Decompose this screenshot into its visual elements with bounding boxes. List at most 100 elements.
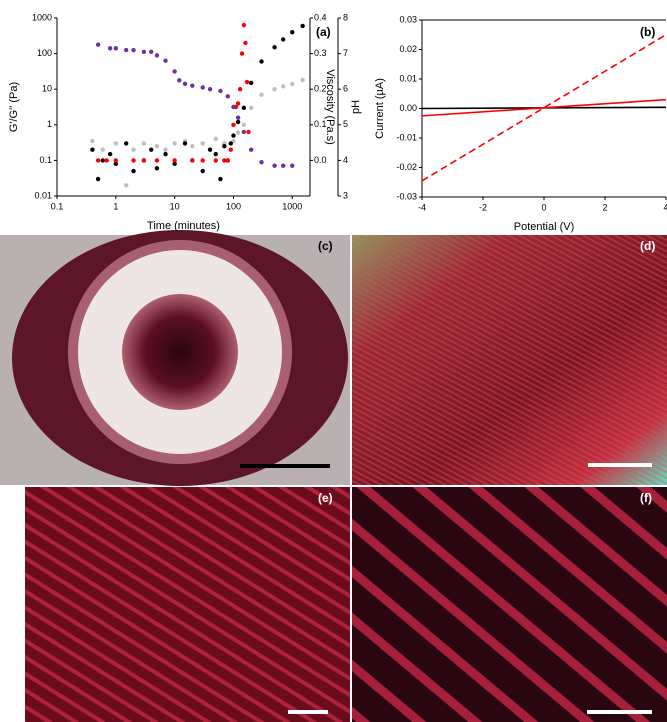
data-point bbox=[242, 23, 246, 27]
data-point bbox=[226, 158, 230, 162]
data-point bbox=[281, 164, 285, 168]
data-point bbox=[290, 30, 294, 34]
x-axis-title: Time (minutes) bbox=[147, 220, 220, 232]
data-point bbox=[208, 147, 212, 151]
y2-axis-title: Viscosity (Pa.s) bbox=[324, 69, 336, 145]
data-point bbox=[172, 158, 176, 162]
data-point bbox=[201, 169, 205, 173]
data-point bbox=[96, 158, 100, 162]
y-tick-label: 1000 bbox=[32, 12, 52, 22]
data-point bbox=[177, 78, 181, 82]
data-point bbox=[236, 130, 240, 134]
panel-label: (d) bbox=[640, 239, 655, 253]
data-point bbox=[238, 87, 242, 91]
y-tick-label: -0.03 bbox=[396, 191, 417, 201]
x-tick-label: 0 bbox=[541, 202, 546, 212]
data-point bbox=[142, 50, 146, 54]
x-tick-label: 100 bbox=[226, 201, 241, 211]
data-point bbox=[231, 105, 235, 109]
y-tick-label: 0.01 bbox=[34, 190, 52, 200]
data-point bbox=[236, 120, 240, 124]
x-tick-label: -4 bbox=[418, 202, 426, 212]
panel-c: (c) bbox=[0, 230, 350, 486]
x-tick-label: 1000 bbox=[282, 201, 302, 211]
y3-tick-label: 8 bbox=[343, 12, 348, 22]
data-point bbox=[214, 137, 218, 141]
data-point bbox=[124, 183, 128, 187]
panel-label: (f) bbox=[640, 491, 652, 505]
data-point bbox=[281, 37, 285, 41]
y-tick-label: -0.02 bbox=[396, 162, 417, 172]
data-point bbox=[231, 123, 235, 127]
data-point bbox=[281, 84, 285, 88]
data-point bbox=[242, 130, 246, 134]
data-point bbox=[240, 51, 244, 55]
y-tick-label: 0.03 bbox=[399, 14, 417, 24]
data-point bbox=[259, 160, 263, 164]
data-point bbox=[246, 130, 250, 134]
y3-axis-title: pH bbox=[350, 100, 362, 114]
panel-label: (c) bbox=[318, 239, 333, 253]
data-point bbox=[114, 158, 118, 162]
x-axis-title: Potential (V) bbox=[514, 221, 575, 233]
bands bbox=[352, 235, 667, 485]
data-point bbox=[272, 164, 276, 168]
data-point bbox=[208, 87, 212, 91]
y-axis-title: G'/G'' (Pa) bbox=[8, 82, 20, 132]
y2-tick-label: 0.4 bbox=[314, 12, 327, 22]
data-point bbox=[243, 41, 247, 45]
data-point bbox=[172, 69, 176, 73]
x-tick-label: 10 bbox=[170, 201, 180, 211]
data-point bbox=[149, 147, 153, 151]
data-point bbox=[229, 141, 233, 145]
data-point bbox=[131, 147, 135, 151]
data-point bbox=[124, 48, 128, 52]
data-point bbox=[222, 144, 226, 148]
data-point bbox=[101, 147, 105, 151]
data-point bbox=[190, 83, 194, 87]
y3-tick-label: 3 bbox=[343, 190, 348, 200]
panel-label: (b) bbox=[640, 25, 655, 39]
bands bbox=[352, 487, 667, 722]
data-point bbox=[155, 158, 159, 162]
panel-label: (e) bbox=[318, 491, 333, 505]
data-point bbox=[218, 89, 222, 93]
data-point bbox=[236, 101, 240, 105]
data-point bbox=[201, 85, 205, 89]
data-point bbox=[290, 164, 294, 168]
x-tick-label: 4 bbox=[663, 202, 667, 212]
data-point bbox=[90, 139, 94, 143]
data-point bbox=[249, 106, 253, 110]
data-point bbox=[163, 147, 167, 151]
data-point bbox=[155, 166, 159, 170]
bands bbox=[25, 487, 350, 722]
data-point bbox=[300, 24, 304, 28]
data-point bbox=[214, 152, 218, 156]
data-point bbox=[114, 141, 118, 145]
y-axis-title: Current (µA) bbox=[374, 78, 386, 139]
data-point bbox=[114, 46, 118, 50]
y-tick-label: -0.01 bbox=[396, 132, 417, 142]
y-tick-label: 0.1 bbox=[39, 155, 52, 165]
data-point bbox=[272, 87, 276, 91]
data-point bbox=[226, 94, 230, 98]
data-point bbox=[242, 123, 246, 127]
y-tick-label: 1 bbox=[47, 119, 52, 129]
panel-f: (f) bbox=[352, 487, 667, 722]
data-point bbox=[236, 115, 240, 119]
y-tick-label: 100 bbox=[37, 48, 52, 58]
data-point bbox=[190, 158, 194, 162]
stain-center bbox=[122, 294, 238, 410]
data-point bbox=[229, 148, 233, 152]
data-point bbox=[142, 158, 146, 162]
data-point bbox=[300, 78, 304, 82]
data-point bbox=[108, 46, 112, 50]
data-point bbox=[108, 152, 112, 156]
data-point bbox=[90, 147, 94, 151]
data-point bbox=[201, 158, 205, 162]
data-point bbox=[155, 144, 159, 148]
panel-label: (a) bbox=[316, 25, 331, 39]
data-point bbox=[124, 141, 128, 145]
y-tick-label: 10 bbox=[42, 84, 52, 94]
y3-tick-label: 5 bbox=[343, 119, 348, 129]
